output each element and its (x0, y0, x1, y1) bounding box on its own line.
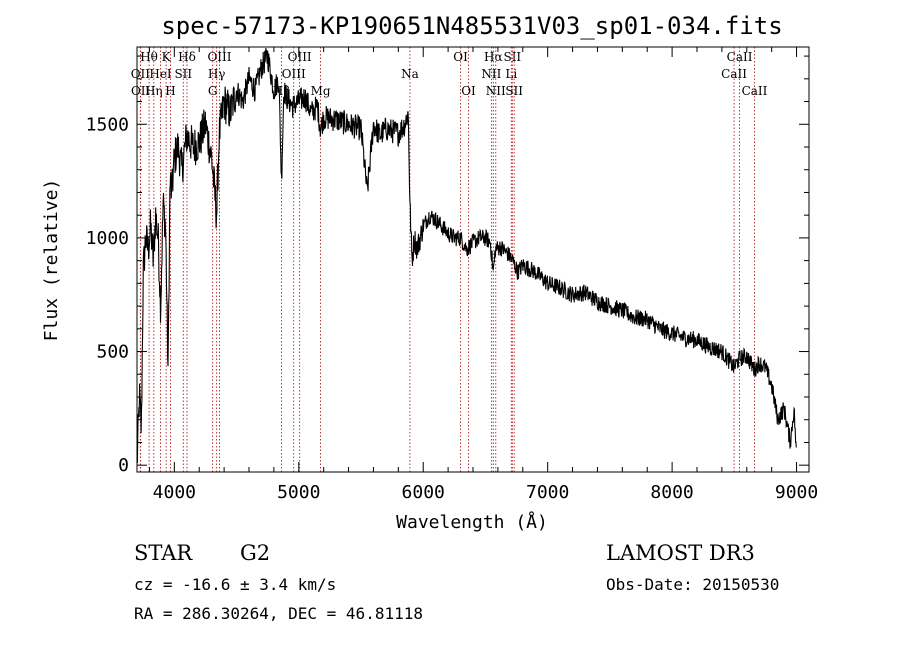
spectral-line-label: Li (505, 67, 517, 81)
spectral-line-label: CaII (727, 50, 753, 64)
coordinates-text: RA = 286.30264, DEC = 46.81118 (134, 604, 423, 623)
object-subclass: G2 (240, 541, 270, 565)
x-tick-label: 8000 (650, 482, 693, 503)
object-class: STAR (134, 541, 193, 565)
x-tick-label: 5000 (277, 482, 320, 503)
spectral-line-label: Hθ (140, 50, 158, 64)
y-tick-label: 1000 (86, 228, 129, 249)
spectral-line-label: NII (486, 84, 506, 98)
spectral-line-label: OIII (282, 67, 306, 81)
spectral-line-label: OI (461, 84, 476, 98)
spectral-line-label: OI (453, 50, 468, 64)
spectral-line-label: OII (131, 84, 151, 98)
x-tick-label: 7000 (526, 482, 569, 503)
spectral-line-label: SII (503, 50, 521, 64)
spectrum-line (136, 48, 797, 463)
redshift-text: cz = -16.6 ± 3.4 km/s (134, 575, 336, 594)
chart-title: spec-57173-KP190651N485531V03_sp01-034.f… (161, 12, 782, 40)
spectral-line-label: OIII (207, 50, 231, 64)
x-axis-label: Wavelength (Å) (396, 511, 548, 533)
plot-frame (136, 46, 810, 473)
x-axis-ticks: 4000 5000 6000 7000 8000 9000 (148, 47, 818, 503)
spectral-line-label: HeI (149, 67, 172, 81)
x-tick-label: 9000 (775, 482, 818, 503)
y-tick-label: 500 (96, 342, 129, 363)
observation-date: Obs-Date: 20150530 (606, 575, 779, 594)
y-axis-ticks: 0 500 1000 1500 (86, 55, 809, 476)
y-tick-label: 1500 (86, 114, 129, 135)
survey-name: LAMOST DR3 (606, 541, 755, 565)
spectral-line-label: H (165, 84, 175, 98)
spectral-line-label: Hγ (208, 67, 226, 81)
spectral-line-label: Na (401, 67, 419, 81)
x-tick-label: 4000 (153, 482, 196, 503)
spectral-line-label: Hη (145, 84, 163, 98)
spectral-line-label: G (208, 84, 218, 98)
spectral-line-label: SII (174, 67, 192, 81)
y-axis-label: Flux (relative) (41, 179, 62, 342)
spectral-line-label: Hδ (178, 50, 196, 64)
spectral-line-label: SII (505, 84, 523, 98)
spectral-line-label: NII (481, 67, 501, 81)
spectral-line-label: OIII (288, 50, 312, 64)
spectral-line-label: Hα (484, 50, 503, 64)
x-tick-label: 6000 (402, 482, 445, 503)
y-tick-label: 0 (118, 455, 129, 476)
spectral-line-label: CaII (742, 84, 768, 98)
spectral-line-label: Mg (311, 84, 331, 98)
spectral-line-label: CaII (721, 67, 747, 81)
spectral-line-label: K (162, 50, 172, 64)
spectral-line-label: OII (131, 67, 151, 81)
